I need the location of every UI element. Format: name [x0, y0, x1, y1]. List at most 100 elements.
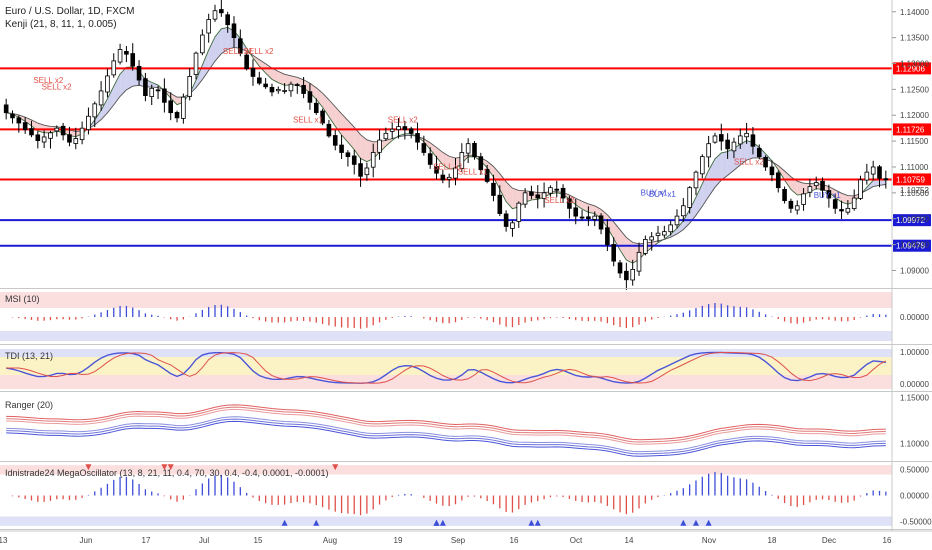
candle-body: [231, 23, 237, 39]
kenji-cloud: [208, 36, 216, 71]
price-tick-label: 1.09000: [900, 266, 929, 275]
kenji-cloud: [727, 148, 734, 176]
candle-body: [396, 126, 401, 131]
kenji-cloud: [271, 68, 279, 83]
candle-body: [238, 38, 243, 54]
candle-body: [225, 14, 230, 26]
kenji-cloud: [797, 181, 804, 195]
time-tick-label: 16: [510, 536, 519, 545]
candle-body: [288, 83, 294, 92]
candle-body: [718, 134, 724, 142]
mega-sell-marker: [161, 464, 168, 471]
mega-buy-marker: [281, 519, 288, 526]
sub-tick-label: 1.00000: [900, 348, 929, 357]
signal-label: BUY x1: [641, 188, 669, 197]
candle-body: [111, 60, 117, 76]
candle-body: [168, 100, 174, 114]
candle-body: [617, 262, 623, 274]
signal-label: SELL x1: [433, 163, 463, 172]
kenji-cloud: [626, 237, 633, 264]
candle-body: [364, 167, 370, 176]
candle-body: [662, 231, 667, 236]
price-tick-label: 1.10000: [900, 215, 929, 224]
candle-body: [320, 110, 325, 124]
kenji-slow-line: [6, 47, 886, 245]
time-tick-label: Jun: [80, 536, 93, 545]
time-tick-label: Sep: [451, 536, 466, 545]
kenji-cloud: [303, 79, 310, 93]
mega-title: Idnistrade24 MegaOscillator (13, 8, 21, …: [5, 468, 329, 478]
candle-body: [832, 199, 838, 209]
mega-buy-marker: [692, 519, 699, 526]
kenji-cloud: [113, 73, 121, 105]
candle-body: [3, 104, 9, 114]
ranger-band-line: [6, 406, 886, 443]
candle-body: [345, 152, 351, 158]
mega-band-top: [0, 465, 892, 475]
kenji-cloud: [309, 83, 317, 100]
kenji-cloud: [120, 67, 127, 97]
kenji-cloud: [328, 99, 336, 127]
signal-label: SELL x2: [42, 82, 72, 91]
sub-tick-label: 1.10000: [900, 439, 929, 448]
price-tick-label: 1.12500: [900, 85, 929, 94]
candle-body: [351, 155, 357, 165]
candle-body: [864, 171, 870, 181]
mega-buy-marker: [528, 519, 535, 526]
time-tick-label: Jul: [199, 536, 209, 545]
tdi-panel: [0, 349, 892, 389]
candle-body: [655, 232, 661, 236]
candle-body: [681, 205, 686, 217]
candle-body: [162, 88, 167, 103]
mega-buy-marker: [705, 519, 712, 526]
candle-body: [29, 128, 34, 136]
candle-body: [497, 194, 503, 214]
mega-tick-label: 0.50000: [900, 465, 929, 474]
signal-label: SELL x1: [223, 47, 253, 56]
kenji-cloud: [347, 120, 355, 150]
ranger-band-line: [6, 420, 886, 457]
tdi-band-top: [0, 349, 892, 357]
signal-label: SELL x2: [244, 47, 274, 56]
candle-body: [206, 19, 211, 34]
price-tick-label: 1.11500: [900, 137, 929, 146]
msi-band-bottom: [0, 331, 892, 341]
time-tick-label: 13: [0, 536, 8, 545]
candle-body: [503, 213, 509, 227]
candle-body: [510, 222, 515, 229]
candle-body: [478, 156, 484, 170]
candle-body: [446, 176, 452, 180]
time-tick-label: Aug: [323, 536, 337, 545]
candle-body: [124, 51, 129, 55]
kenji-cloud: [695, 183, 703, 216]
ranger-band-line: [6, 418, 886, 455]
candle-body: [313, 102, 319, 114]
kenji-cloud: [835, 189, 842, 203]
candle-body: [219, 9, 224, 14]
kenji-cloud: [341, 113, 348, 143]
kenji-fast-line: [6, 26, 886, 264]
mega-buy-marker: [534, 519, 541, 526]
tdi-band-bottom: [0, 375, 892, 389]
time-tick-label: Dec: [822, 536, 836, 545]
kenji-cloud: [506, 181, 513, 209]
candle-body: [79, 127, 85, 141]
kenji-cloud: [18, 114, 26, 122]
candle-body: [750, 134, 756, 147]
kenji-cloud: [37, 123, 45, 133]
main-title: Euro / U.S. Dollar, 1D, FXCM: [5, 6, 134, 17]
candle-body: [275, 88, 281, 92]
candle-body: [48, 132, 53, 139]
mega-tick-label: 0.00000: [900, 492, 929, 501]
kenji-title: Kenji (21, 8, 11, 1, 0.005): [5, 19, 117, 30]
candle-body: [554, 188, 560, 191]
candle-body: [117, 49, 123, 63]
time-tick-label: 15: [254, 536, 263, 545]
candle-body: [491, 182, 496, 196]
msi-band-top: [0, 292, 892, 308]
price-tick-label: 1.12000: [900, 111, 929, 120]
candle-body: [130, 53, 136, 67]
candle-body: [41, 136, 47, 143]
ranger-title: Ranger (20): [5, 400, 53, 410]
